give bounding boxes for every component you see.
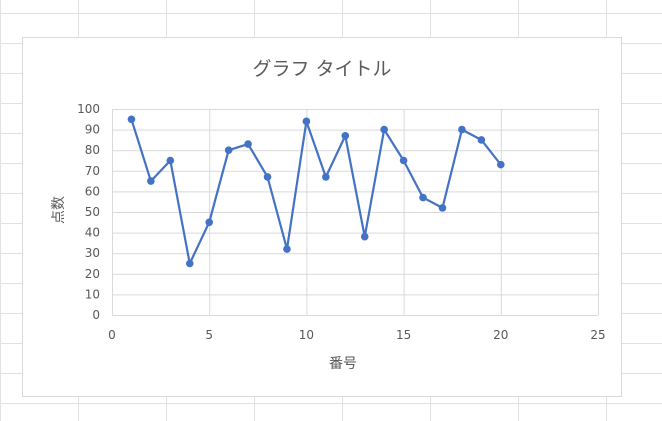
data-point xyxy=(127,115,136,124)
data-point xyxy=(185,259,194,268)
x-tick-label: 0 xyxy=(108,328,116,342)
data-point xyxy=(205,218,213,227)
y-tick-label: 60 xyxy=(85,184,100,198)
chart-title[interactable]: グラフ タイトル xyxy=(252,58,391,80)
y-tick-label: 50 xyxy=(85,205,100,219)
y-axis-label: 点数 xyxy=(51,196,67,224)
data-point xyxy=(341,131,350,140)
data-point xyxy=(380,125,388,134)
data-point xyxy=(399,156,408,165)
y-tick-label: 0 xyxy=(92,308,100,322)
x-tick-label: 25 xyxy=(590,328,605,342)
y-tick-label: 40 xyxy=(85,226,100,240)
y-tick-label: 90 xyxy=(85,123,100,137)
data-point xyxy=(283,245,291,253)
y-tick-label: 70 xyxy=(85,164,100,178)
data-point xyxy=(302,117,311,126)
data-point xyxy=(147,177,155,185)
data-point xyxy=(438,204,447,212)
x-tick-label: 10 xyxy=(299,328,314,342)
plot-area: グラフ タイトル 番号 点数 0 10 20 30 40 50 60 70 80 90 100 0 5 1… xyxy=(51,58,606,372)
y-tick-label: 30 xyxy=(85,246,100,260)
data-point xyxy=(224,146,233,154)
x-tick-label: 15 xyxy=(396,328,411,342)
data-point xyxy=(244,140,252,148)
x-tick-label: 5 xyxy=(205,328,213,342)
data-point xyxy=(497,160,505,169)
data-point xyxy=(458,125,466,134)
data-point xyxy=(322,173,330,181)
y-tick-label: 10 xyxy=(85,287,100,301)
data-point xyxy=(419,193,427,202)
y-tick-label: 20 xyxy=(85,267,100,281)
data-point xyxy=(166,156,175,165)
x-axis-label: 番号 xyxy=(329,356,357,372)
y-tick-label: 80 xyxy=(85,143,100,157)
data-point xyxy=(360,232,369,241)
chart-area[interactable]: グラフ タイトル 番号 点数 0 10 20 30 40 50 60 70 80 90 100 0 5 1… xyxy=(22,37,622,397)
y-tick-label: 100 xyxy=(77,102,100,116)
x-tick-label: 20 xyxy=(493,328,508,342)
data-point xyxy=(263,173,272,181)
data-point xyxy=(477,136,486,144)
